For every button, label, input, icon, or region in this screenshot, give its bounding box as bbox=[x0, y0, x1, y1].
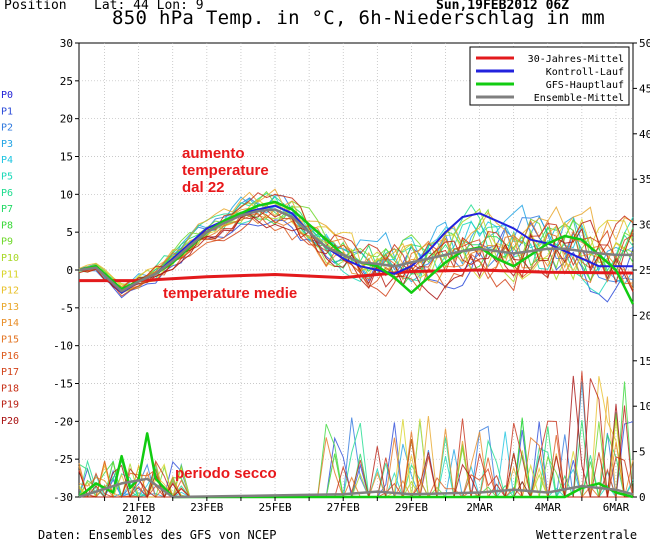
y-right-tick-label: 45 bbox=[639, 82, 650, 95]
y-left-tick-label: -30 bbox=[53, 491, 73, 504]
y-right-tick-label: 25 bbox=[639, 264, 650, 277]
x-tick-label: 27FEB bbox=[327, 501, 360, 514]
y-right-tick-label: 30 bbox=[639, 219, 650, 232]
position-label: Position bbox=[4, 0, 67, 13]
legend: 30-Jahres-Mittel Kontroll-Lauf GFS-Hauptla… bbox=[469, 46, 630, 106]
x-tick-label: 21FEB bbox=[122, 501, 155, 514]
y-left-tick-label: 0 bbox=[66, 264, 73, 277]
brand-credit: Wetterzentrale bbox=[536, 528, 638, 542]
member-label: P12 bbox=[1, 286, 19, 297]
member-label: P13 bbox=[1, 302, 19, 313]
series-ensemble_mean-precip bbox=[78, 477, 634, 499]
legend-label: Kontroll-Lauf bbox=[546, 67, 624, 78]
y-right-tick-label: 10 bbox=[639, 400, 650, 413]
series-operational-precip bbox=[78, 432, 634, 499]
member-label: P1 bbox=[1, 106, 13, 117]
member-label: P19 bbox=[1, 400, 19, 411]
member-label: P20 bbox=[1, 416, 19, 427]
annotation-average: temperature medie bbox=[163, 285, 297, 302]
member-label: P4 bbox=[1, 155, 13, 166]
y-left-tick-label: 15 bbox=[60, 151, 73, 164]
member-label: P11 bbox=[1, 269, 19, 280]
member-label: P5 bbox=[1, 172, 13, 183]
x-tick-label: 6MAR bbox=[603, 501, 630, 514]
member-label: P9 bbox=[1, 237, 13, 248]
y-left-tick-label: -15 bbox=[53, 378, 73, 391]
member-label: P18 bbox=[1, 383, 19, 394]
y-left-tick-label: 20 bbox=[60, 113, 73, 126]
annotation-rise-2: temperature bbox=[182, 162, 269, 179]
member-label: P6 bbox=[1, 188, 13, 199]
legend-label: Ensemble-Mittel bbox=[534, 93, 624, 104]
y-right-tick-label: 5 bbox=[639, 446, 646, 459]
y-right-tick-label: 40 bbox=[639, 128, 650, 141]
y-left-tick-label: 10 bbox=[60, 188, 73, 201]
chart-title: 850 hPa Temp. in °C, 6h-Niederschlag in … bbox=[112, 7, 606, 29]
y-left-tick-label: 5 bbox=[66, 226, 73, 239]
y-left-tick-label: -10 bbox=[53, 340, 73, 353]
y-left-tick-label: -5 bbox=[60, 302, 73, 315]
member-label: P15 bbox=[1, 335, 19, 346]
legend-label: GFS-Hauptlauf bbox=[546, 80, 624, 91]
lat-lon-label: Lat: 44 Lon: 9 bbox=[94, 0, 204, 13]
axes: -30 -25 -20 -15 -10 -5 0 5 10 15 20 25 30 0 5 10 15 20 25 3… bbox=[53, 37, 650, 526]
series-climatology-temp bbox=[79, 268, 634, 283]
member-label: P10 bbox=[1, 253, 19, 264]
x-tick-label: 23FEB bbox=[190, 501, 223, 514]
member-label: P14 bbox=[1, 318, 19, 329]
annotation-rise-1: aumento bbox=[182, 145, 245, 162]
member-temp-line bbox=[78, 204, 634, 293]
run-time-label: Sun,19FEB2012 06Z bbox=[436, 0, 570, 13]
x-tick-label: 4MAR bbox=[535, 501, 562, 514]
y-right-tick-label: 50 bbox=[639, 37, 650, 50]
member-label: P0 bbox=[1, 90, 13, 101]
y-right-tick-label: 15 bbox=[639, 355, 650, 368]
member-precip-line bbox=[78, 421, 634, 498]
member-temp-line bbox=[78, 213, 634, 301]
annotation-rise-3: dal 22 bbox=[182, 179, 225, 196]
legend-label: 30-Jahres-Mittel bbox=[528, 54, 624, 65]
series-ensemble_mean-temp bbox=[78, 208, 633, 293]
y-left-tick-label: -20 bbox=[53, 415, 73, 428]
member-label: P16 bbox=[1, 351, 19, 362]
x-tick-label: 25FEB bbox=[258, 501, 291, 514]
y-right-tick-label: 35 bbox=[639, 173, 650, 186]
member-label: P2 bbox=[1, 123, 13, 134]
x-tick-label: 2MAR bbox=[466, 501, 493, 514]
member-labels: P0 P1 P2 P3 P4 P5 P6 P7 P8 P9 P10 P11 P12 P13 P14 P15 P1… bbox=[1, 90, 19, 427]
y-left-tick-label: 30 bbox=[60, 37, 73, 50]
member-precip-line bbox=[78, 371, 634, 499]
y-left-tick-label: 25 bbox=[60, 75, 73, 88]
y-left-tick-label: -25 bbox=[53, 453, 73, 466]
member-label: P8 bbox=[1, 220, 13, 231]
x-tick-sublabel: 2012 bbox=[125, 513, 152, 526]
y-right-tick-label: 20 bbox=[639, 309, 650, 322]
member-precip-line bbox=[78, 450, 633, 499]
grid-lines bbox=[78, 42, 634, 498]
annotation-dry: periodo secco bbox=[175, 465, 277, 482]
member-label: P3 bbox=[1, 139, 13, 150]
source-credit: Daten: Ensembles des GFS von NCEP bbox=[38, 528, 277, 542]
member-label: P17 bbox=[1, 367, 19, 378]
member-label: P7 bbox=[1, 204, 13, 215]
series-control-temp bbox=[78, 204, 633, 294]
main-series bbox=[78, 200, 635, 499]
y-right-tick-label: 0 bbox=[639, 491, 646, 504]
x-tick-label: 29FEB bbox=[395, 501, 428, 514]
